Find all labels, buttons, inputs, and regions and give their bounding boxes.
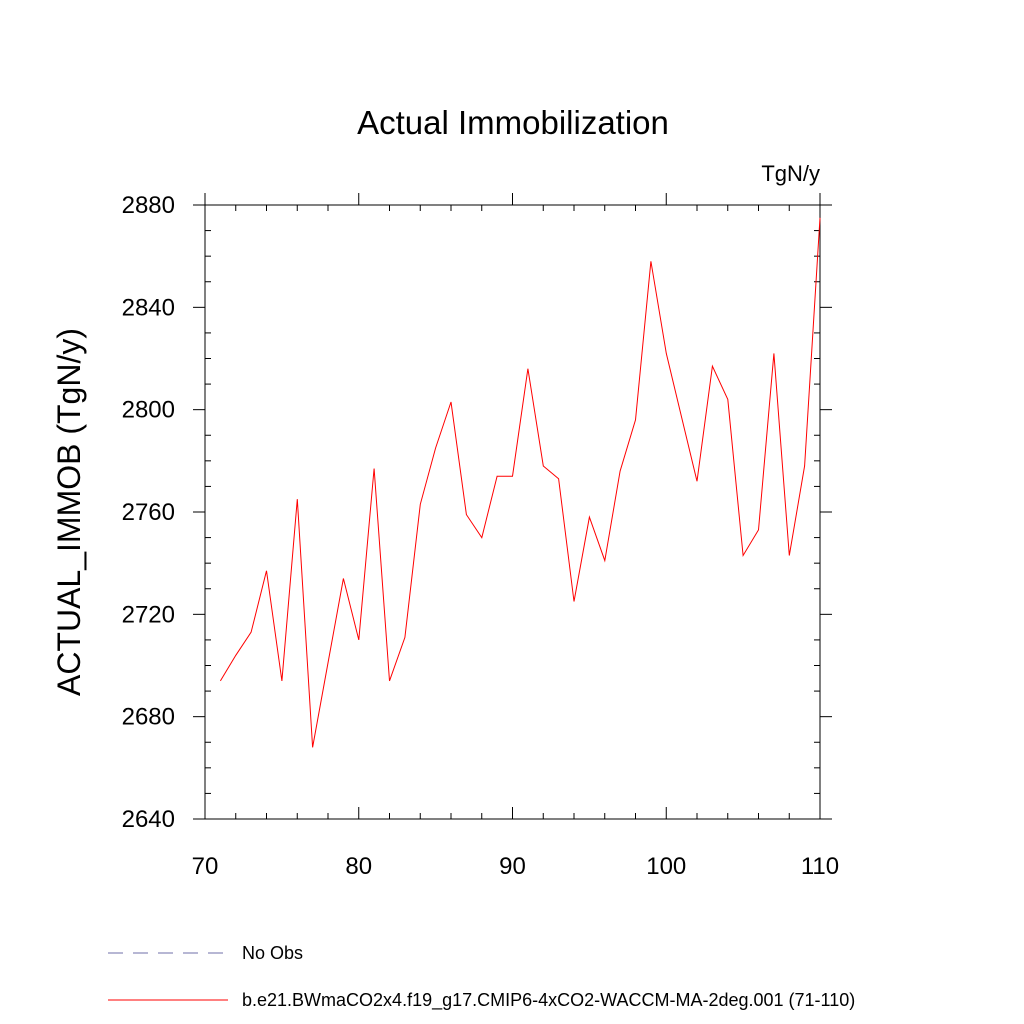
y-tick-label: 2800 — [122, 397, 175, 424]
axis-tick-labels: 2640 2680 2720 2760 2800 2840 2880 70 80 90 100 110 — [122, 192, 840, 880]
series-line-0 — [219, 217, 821, 748]
y-tick-label: 2880 — [122, 192, 175, 219]
axis-ticks — [193, 193, 832, 820]
x-tick-label: 90 — [499, 853, 526, 880]
y-tick-label: 2680 — [122, 704, 175, 731]
legend-label-0: No Obs — [242, 943, 303, 963]
y-tick-label: 2720 — [122, 601, 175, 628]
x-tick-label: 110 — [801, 853, 839, 880]
units-label: TgN/y — [761, 161, 820, 186]
y-tick-label: 2640 — [122, 806, 175, 833]
x-tick-label: 70 — [192, 853, 219, 880]
y-axis-label: ACTUAL_IMMOB (TgN/y) — [51, 328, 87, 696]
chart-title: Actual Immobilization — [357, 104, 669, 141]
x-tick-label: 100 — [646, 853, 686, 880]
y-tick-label: 2840 — [122, 294, 175, 321]
x-tick-label: 80 — [345, 853, 372, 880]
legend: No Obs b.e21.BWmaCO2x4.f19_g17.CMIP6-4xCO… — [108, 943, 855, 1011]
y-tick-label: 2760 — [122, 499, 175, 526]
plot-frame — [204, 204, 821, 820]
legend-label-1: b.e21.BWmaCO2x4.f19_g17.CMIP6-4xCO2-WACC… — [242, 990, 855, 1011]
series-layer — [219, 217, 821, 748]
